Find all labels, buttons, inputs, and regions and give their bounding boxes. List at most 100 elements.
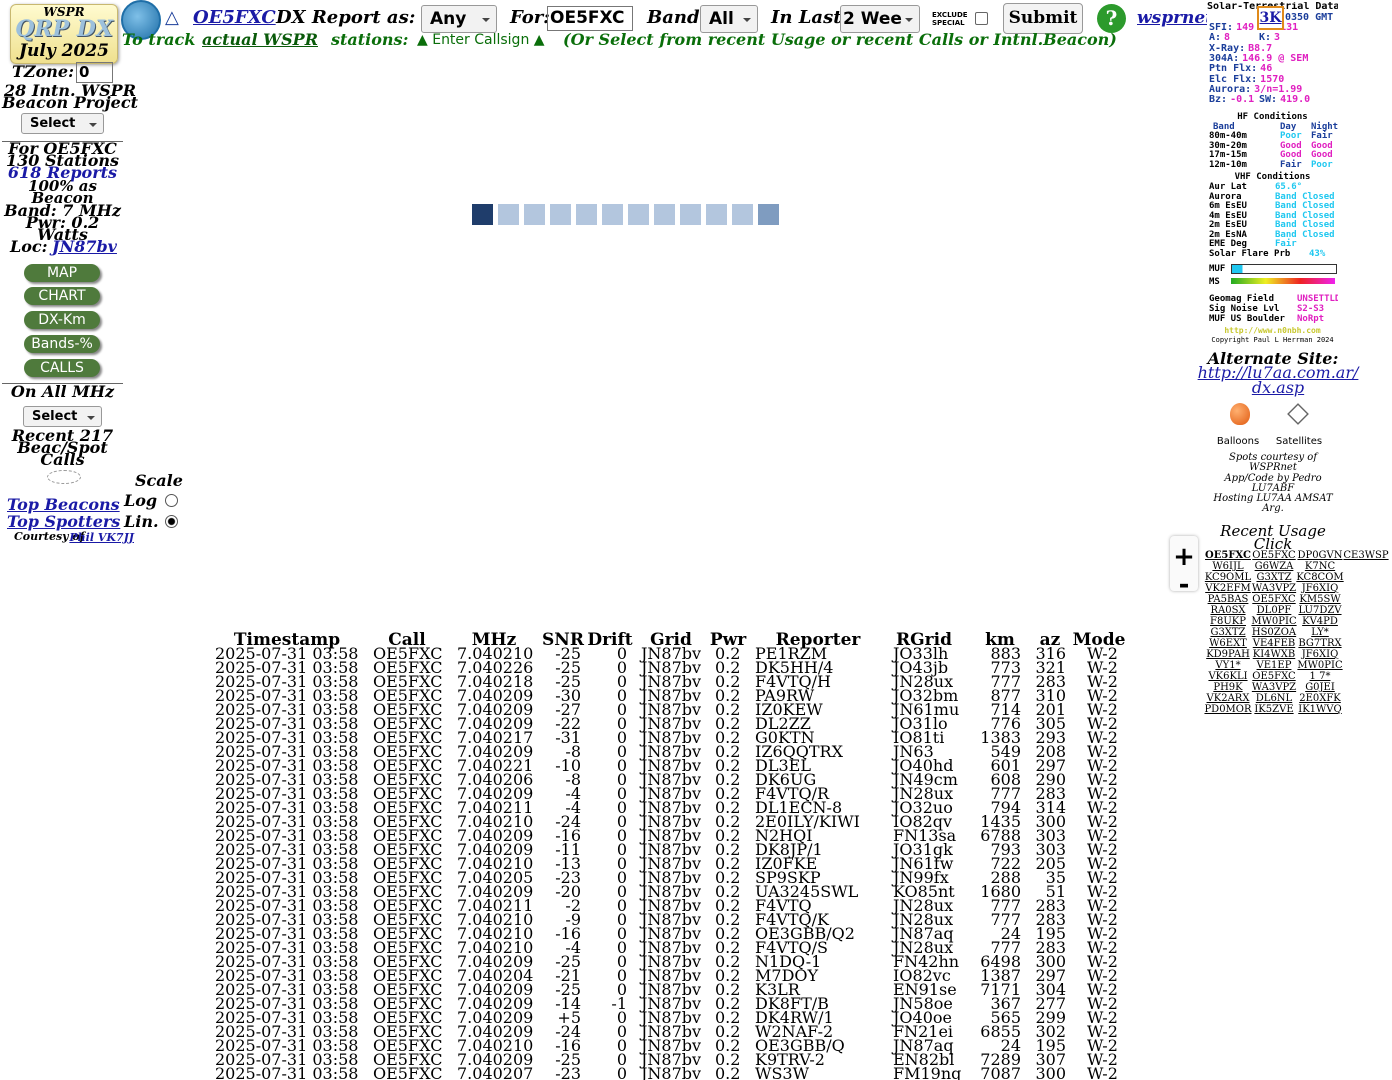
table-cell: JO40oe xyxy=(893,1008,952,1027)
solar-row: Aurora: 3/n=1.99 xyxy=(1209,83,1302,95)
tzone-label: TZone: xyxy=(12,62,74,81)
reports-link[interactable]: 618 Reports xyxy=(7,163,118,182)
usage-link[interactable]: VY1* xyxy=(1215,660,1241,671)
usage-link[interactable]: VK6KLI xyxy=(1208,671,1248,682)
lin-radio[interactable] xyxy=(165,515,178,528)
usage-link[interactable]: KV4PD xyxy=(1302,616,1338,627)
call-link[interactable]: OE5FXC xyxy=(193,7,276,28)
table-cell: W-2 xyxy=(1087,658,1118,677)
usage-link[interactable]: KC8COM xyxy=(1296,572,1344,583)
hf-cell: Good xyxy=(1280,150,1302,160)
usage-link[interactable]: KM5SW xyxy=(1299,594,1341,605)
nav-button[interactable]: CALLS xyxy=(24,359,100,377)
zoom-in[interactable]: + xyxy=(1173,542,1195,572)
band-select[interactable]: All xyxy=(700,5,758,33)
usage-link[interactable]: W6EXT xyxy=(1209,638,1247,649)
usage-link[interactable]: G0JEI xyxy=(1305,682,1335,693)
usage-link[interactable]: DL0PF xyxy=(1256,605,1292,616)
submit-button[interactable]: Submit xyxy=(1003,3,1083,34)
usage-link[interactable]: KD9PAH xyxy=(1206,649,1250,660)
table-cell: 7.040209 xyxy=(457,742,534,761)
table-cell: W-2 xyxy=(1087,812,1118,831)
table-cell: 314 xyxy=(1035,798,1066,817)
table-cell: 316 xyxy=(1035,644,1066,663)
usage-link[interactable]: K7NC xyxy=(1304,561,1336,572)
usage-link[interactable]: OE5FXC xyxy=(1252,594,1296,605)
usage-link[interactable]: BG7TRX xyxy=(1298,638,1342,649)
usage-link[interactable]: KI4WXB xyxy=(1252,649,1296,660)
table-cell: 2025-07-31 03:58 xyxy=(215,966,359,985)
usage-link[interactable]: CE3WSP xyxy=(1343,550,1389,561)
usage-link[interactable]: HS0ZOA xyxy=(1251,627,1297,638)
table-cell: 303 xyxy=(1035,826,1066,845)
table-cell: 0.2 xyxy=(715,756,741,775)
solar-label: Aurora: xyxy=(1209,83,1252,95)
zoom-out[interactable]: - xyxy=(1178,570,1190,600)
sub-link[interactable]: actual WSPR xyxy=(202,30,318,49)
usage-link[interactable]: WA3VPZ xyxy=(1251,583,1297,594)
top-beacons[interactable]: Top Beacons xyxy=(7,495,120,514)
usage-link[interactable]: IK1WVQ xyxy=(1298,704,1342,715)
usage-link[interactable]: VK2ARX xyxy=(1206,693,1250,704)
usage-link[interactable]: IK5ZVE xyxy=(1254,704,1294,715)
usage-link[interactable]: W6IJL xyxy=(1212,561,1244,572)
column-header: Timestamp xyxy=(233,630,341,650)
nav-button[interactable]: DX-Km xyxy=(24,311,100,329)
usage-link[interactable]: OE5FXC xyxy=(1205,550,1251,561)
usage-link[interactable]: LY* xyxy=(1311,627,1329,638)
report-select[interactable]: Any xyxy=(421,5,497,33)
usage-link[interactable]: G3XTZ xyxy=(1256,572,1292,583)
table-cell: F4VTQ/K xyxy=(755,910,829,929)
usage-link[interactable]: OE5FXC xyxy=(1252,671,1296,682)
usage-link[interactable]: WA3VPZ xyxy=(1251,682,1297,693)
table-cell: -25 xyxy=(555,1050,581,1069)
usage-link[interactable]: DP0GVN xyxy=(1297,550,1343,561)
for-input[interactable]: OE5FXC xyxy=(547,6,633,31)
courtesy-link[interactable]: Phil VK7JJ xyxy=(69,531,134,544)
usage-link[interactable]: RA0SX xyxy=(1210,605,1246,616)
log-radio[interactable] xyxy=(165,494,178,507)
last-select[interactable]: 2 Wee xyxy=(840,5,920,33)
usage-link[interactable]: PD0MOR xyxy=(1204,704,1252,715)
table-cell: 7.040209 xyxy=(457,686,534,705)
nav-button[interactable]: CHART xyxy=(24,287,100,305)
usage-link[interactable]: OE5FXC xyxy=(1252,550,1296,561)
usage-link[interactable]: LU7DZV xyxy=(1298,605,1342,616)
usage-link[interactable]: VK2EFM xyxy=(1205,583,1251,594)
table-cell: JN87bv xyxy=(641,966,702,985)
exclude-checkbox[interactable] xyxy=(975,12,988,25)
tzone-input[interactable]: 0 xyxy=(76,62,113,83)
badge[interactable]: 3K xyxy=(1257,6,1284,30)
usage-link[interactable]: DL6NL xyxy=(1255,693,1293,704)
usage-link[interactable]: VE1EP xyxy=(1256,660,1292,671)
usage-link[interactable]: F8UKP xyxy=(1210,616,1246,627)
usage-link[interactable]: KC9OML xyxy=(1204,572,1252,583)
usage-link[interactable]: 1 7* xyxy=(1309,671,1331,682)
select-2[interactable]: Select xyxy=(23,406,102,427)
nav-button[interactable]: MAP xyxy=(24,264,100,282)
select-1[interactable]: Select xyxy=(21,113,104,134)
usage-link[interactable]: JF6XIQ xyxy=(1301,649,1339,660)
table-cell: JN87bv xyxy=(641,924,702,943)
loc-link[interactable]: JN87bv xyxy=(52,237,117,256)
alternate-link[interactable]: http://lu7aa.com.ar/dx.asp xyxy=(1197,363,1359,397)
table-cell: 0 xyxy=(616,644,627,663)
usage-link[interactable]: G3XTZ xyxy=(1210,627,1246,638)
table-cell: JN87bv xyxy=(641,812,702,831)
usage-link[interactable]: PA5BAS xyxy=(1207,594,1249,605)
help-button[interactable]: ? xyxy=(1097,4,1126,33)
usage-link[interactable]: MW0PIC xyxy=(1297,660,1343,671)
satellite-icon[interactable] xyxy=(1287,403,1309,425)
triangle: △ xyxy=(165,7,179,28)
balloon-icon[interactable] xyxy=(1230,403,1250,425)
nav-button[interactable]: Bands-% xyxy=(24,335,100,353)
usage-link[interactable]: PH9K xyxy=(1213,682,1243,693)
vhf-cell: Aur Lat xyxy=(1209,182,1247,192)
top-spotters[interactable]: Top Spotters xyxy=(7,512,121,531)
usage-link[interactable]: VE4FEB xyxy=(1252,638,1296,649)
usage-link[interactable]: JF6XIQ xyxy=(1301,583,1339,594)
usage-link[interactable]: MW0PIC xyxy=(1251,616,1297,627)
usage-link[interactable]: G6WZA xyxy=(1254,561,1294,572)
usage-link[interactable]: 2E0XFK xyxy=(1299,693,1341,704)
table-cell: 2025-07-31 03:58 xyxy=(215,728,359,747)
